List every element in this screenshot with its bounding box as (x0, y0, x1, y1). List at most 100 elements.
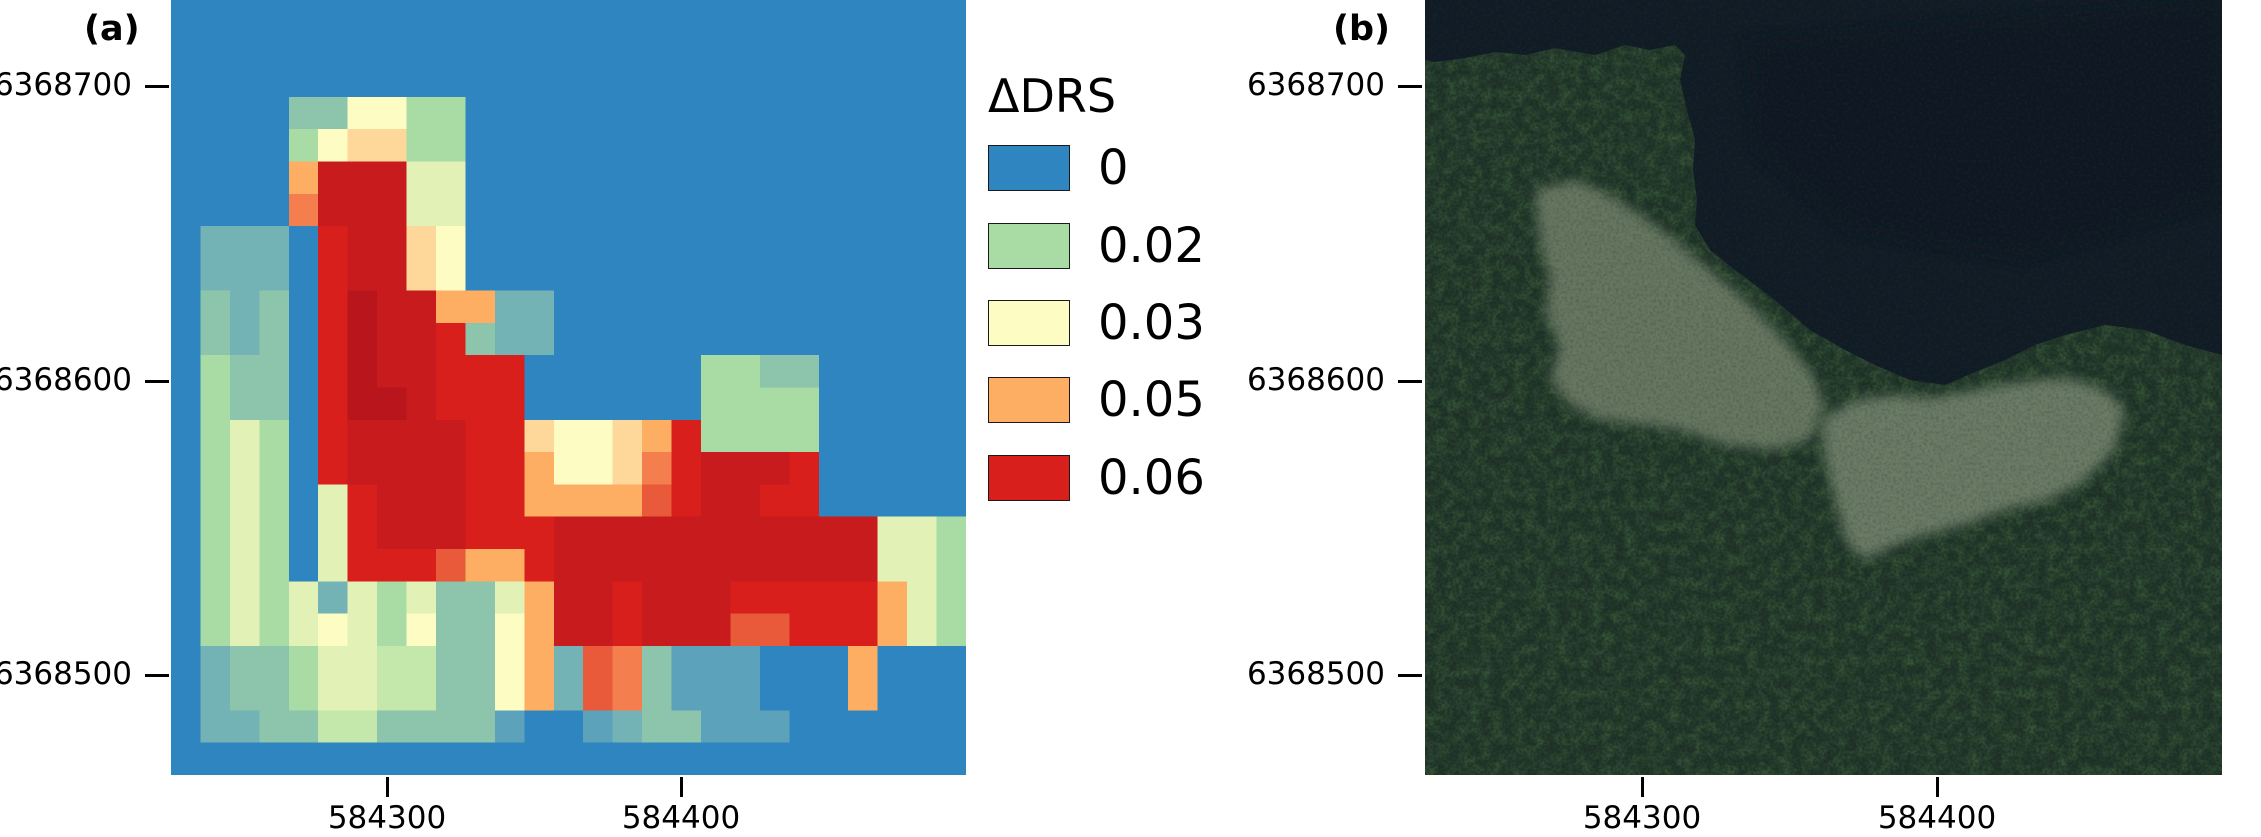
raster-cell (171, 516, 202, 550)
raster-cell (936, 516, 966, 550)
raster-cell (465, 548, 496, 582)
raster-cell (465, 355, 496, 389)
raster-cell (494, 226, 525, 259)
raster-cell (583, 387, 614, 421)
raster-cell (818, 516, 849, 550)
raster-cell (583, 516, 614, 550)
raster-cell (406, 484, 437, 518)
raster-cell (200, 645, 231, 679)
raster-cell (494, 161, 525, 195)
raster-cell (524, 516, 555, 550)
raster-cell (347, 678, 378, 712)
raster-cell (759, 742, 790, 775)
raster-cell (553, 742, 584, 775)
raster-cell (318, 64, 349, 98)
x-tick-mark (1641, 777, 1644, 797)
raster-cell (259, 64, 290, 98)
raster-cell (318, 516, 349, 550)
drs-raster-map[interactable] (171, 0, 966, 775)
raster-cell (553, 193, 584, 227)
raster-cell (553, 32, 584, 66)
raster-cell (583, 161, 614, 195)
raster-cell (553, 710, 584, 744)
raster-cell (553, 452, 584, 485)
legend-swatch (988, 223, 1070, 269)
raster-cell (436, 161, 467, 195)
raster-cell (789, 645, 820, 679)
raster-cell (789, 581, 820, 615)
y-tick-mark (145, 380, 169, 383)
raster-cell (730, 548, 761, 582)
raster-cell (259, 226, 290, 259)
raster-cell (229, 290, 260, 324)
raster-cell (288, 64, 319, 98)
raster-cell (936, 645, 966, 679)
raster-cell (436, 193, 467, 227)
raster-cell (642, 129, 673, 163)
legend-title: ΔDRS (988, 69, 1117, 123)
raster-cell (200, 613, 231, 647)
raster-cell (494, 484, 525, 518)
raster-cell (907, 419, 938, 453)
raster-cell (759, 645, 790, 679)
raster-cell (377, 581, 408, 615)
raster-cell (229, 226, 260, 259)
aerial-image[interactable] (1425, 0, 2222, 775)
raster-cell (318, 226, 349, 259)
raster-cell (436, 355, 467, 389)
raster-cell (848, 645, 879, 679)
raster-cell (730, 290, 761, 324)
raster-cell (583, 96, 614, 130)
raster-cell (701, 258, 732, 292)
raster-cell (553, 613, 584, 647)
raster-cell (759, 129, 790, 163)
legend-label: 0.05 (1098, 372, 1205, 428)
raster-cell (818, 613, 849, 647)
raster-cell (583, 484, 614, 518)
raster-cell (553, 419, 584, 453)
raster-cell (318, 290, 349, 324)
y-tick-mark (1398, 85, 1422, 88)
raster-cell (229, 322, 260, 356)
raster-cell (642, 452, 673, 485)
raster-cell (288, 548, 319, 582)
raster-cell (406, 516, 437, 550)
raster-cell (848, 322, 879, 356)
raster-cell (259, 161, 290, 195)
raster-cell (436, 613, 467, 647)
raster-cell (642, 742, 673, 775)
raster-cell (701, 387, 732, 421)
raster-cell (406, 193, 437, 227)
raster-cell (907, 129, 938, 163)
raster-cell (229, 742, 260, 775)
raster-cell (200, 0, 231, 33)
x-tick-mark (1936, 777, 1939, 797)
raster-cell (907, 742, 938, 775)
raster-cell (377, 193, 408, 227)
raster-cell (524, 419, 555, 453)
raster-cell (347, 710, 378, 744)
raster-cell (759, 161, 790, 195)
raster-cell (494, 613, 525, 647)
raster-cell (259, 32, 290, 66)
raster-cell (730, 322, 761, 356)
raster-cell (377, 161, 408, 195)
raster-cell (730, 64, 761, 98)
raster-cell (818, 419, 849, 453)
raster-cell (877, 710, 908, 744)
raster-cell (818, 452, 849, 485)
raster-cell (377, 419, 408, 453)
raster-cell (347, 355, 378, 389)
raster-cell (936, 258, 966, 292)
raster-cell (759, 387, 790, 421)
raster-cell (318, 258, 349, 292)
raster-cell (583, 226, 614, 259)
raster-cell (553, 258, 584, 292)
raster-cell (612, 645, 643, 679)
raster-cell (671, 516, 702, 550)
raster-cell (759, 64, 790, 98)
raster-cell (759, 258, 790, 292)
raster-cell (436, 484, 467, 518)
raster-cell (877, 678, 908, 712)
raster-cell (907, 516, 938, 550)
